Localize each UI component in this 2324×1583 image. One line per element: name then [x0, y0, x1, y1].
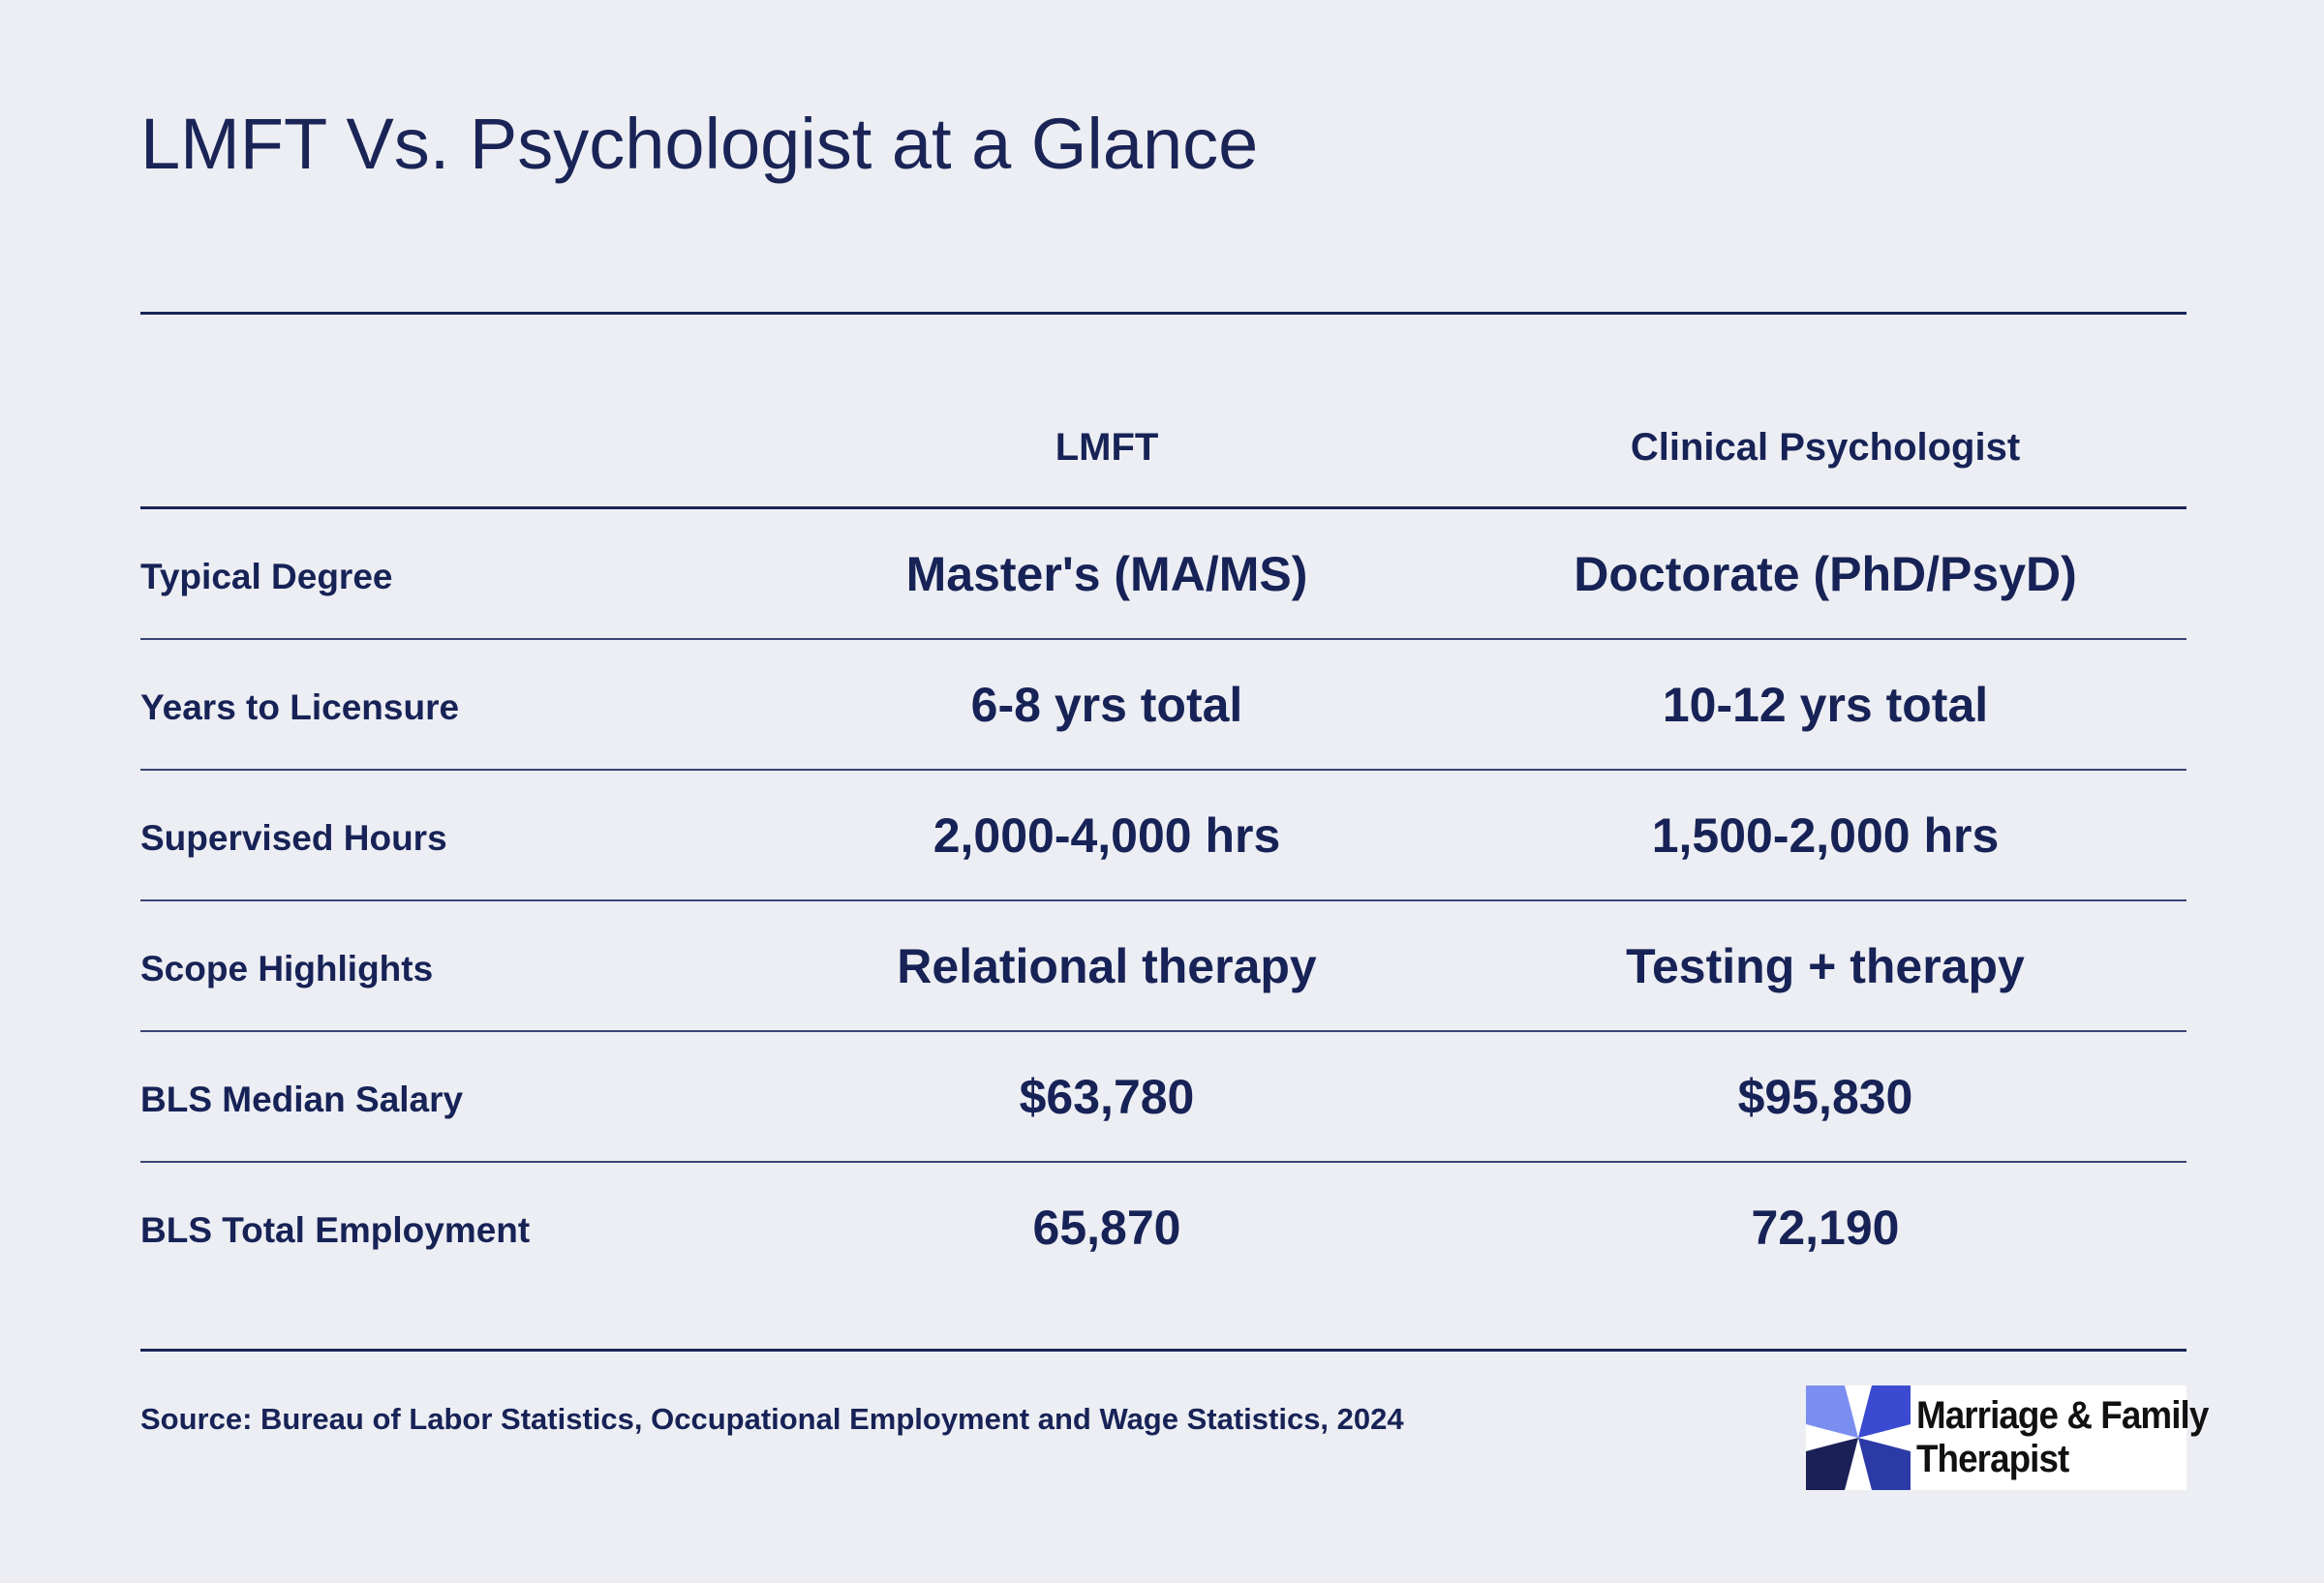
row-label-years-to-licensure: Years to Licensure [140, 687, 460, 727]
value-lmft-years-to-licensure: 6-8 yrs total [970, 678, 1243, 732]
row-label-scope-highlights: Scope Highlights [140, 949, 434, 989]
logo-wordmark: Marriage & Family Therapist [1916, 1394, 2209, 1481]
row-divider [140, 899, 2186, 901]
value-psychologist-typical-degree: Doctorate (PhD/PsyD) [1574, 547, 2077, 601]
row-divider [140, 1161, 2186, 1163]
row-label-bls-median-salary: BLS Median Salary [140, 1080, 464, 1119]
value-lmft-typical-degree: Master's (MA/MS) [905, 547, 1308, 601]
row-divider [140, 769, 2186, 771]
row-label-typical-degree: Typical Degree [140, 557, 393, 596]
row-divider [140, 638, 2186, 640]
source-citation: Source: Bureau of Labor Statistics, Occu… [140, 1402, 1404, 1436]
column-header-lmft: LMFT [1055, 426, 1159, 469]
value-lmft-supervised-hours: 2,000-4,000 hrs [933, 808, 1281, 863]
row-label-bls-total-employment: BLS Total Employment [140, 1210, 531, 1250]
value-lmft-bls-total-employment: 65,870 [1032, 1201, 1181, 1255]
top-divider [140, 312, 2186, 315]
value-psychologist-scope-highlights: Testing + therapy [1626, 939, 2025, 993]
value-lmft-scope-highlights: Relational therapy [897, 939, 1317, 993]
row-divider [140, 1030, 2186, 1032]
row-label-supervised-hours: Supervised Hours [140, 818, 447, 858]
header-divider [140, 506, 2186, 509]
value-psychologist-bls-median-salary: $95,830 [1737, 1070, 1913, 1124]
pinwheel-logo-icon [1806, 1385, 1911, 1490]
value-lmft-bls-median-salary: $63,780 [1019, 1070, 1195, 1124]
column-header-clinical-psychologist: Clinical Psychologist [1630, 426, 2021, 469]
comparison-infographic: LMFT Vs. Psychologist at a Glance LMFT C… [140, 0, 2209, 1583]
brand-logo: Marriage & Family Therapist [1806, 1385, 2209, 1490]
logo-line-2: Therapist [1916, 1438, 2069, 1480]
logo-line-1: Marriage & Family [1916, 1394, 2209, 1438]
value-psychologist-supervised-hours: 1,500-2,000 hrs [1651, 808, 2000, 863]
page-title: LMFT Vs. Psychologist at a Glance [140, 104, 1259, 184]
bottom-divider [140, 1349, 2186, 1352]
value-psychologist-years-to-licensure: 10-12 yrs total [1662, 678, 1989, 732]
value-psychologist-bls-total-employment: 72,190 [1751, 1201, 1900, 1255]
